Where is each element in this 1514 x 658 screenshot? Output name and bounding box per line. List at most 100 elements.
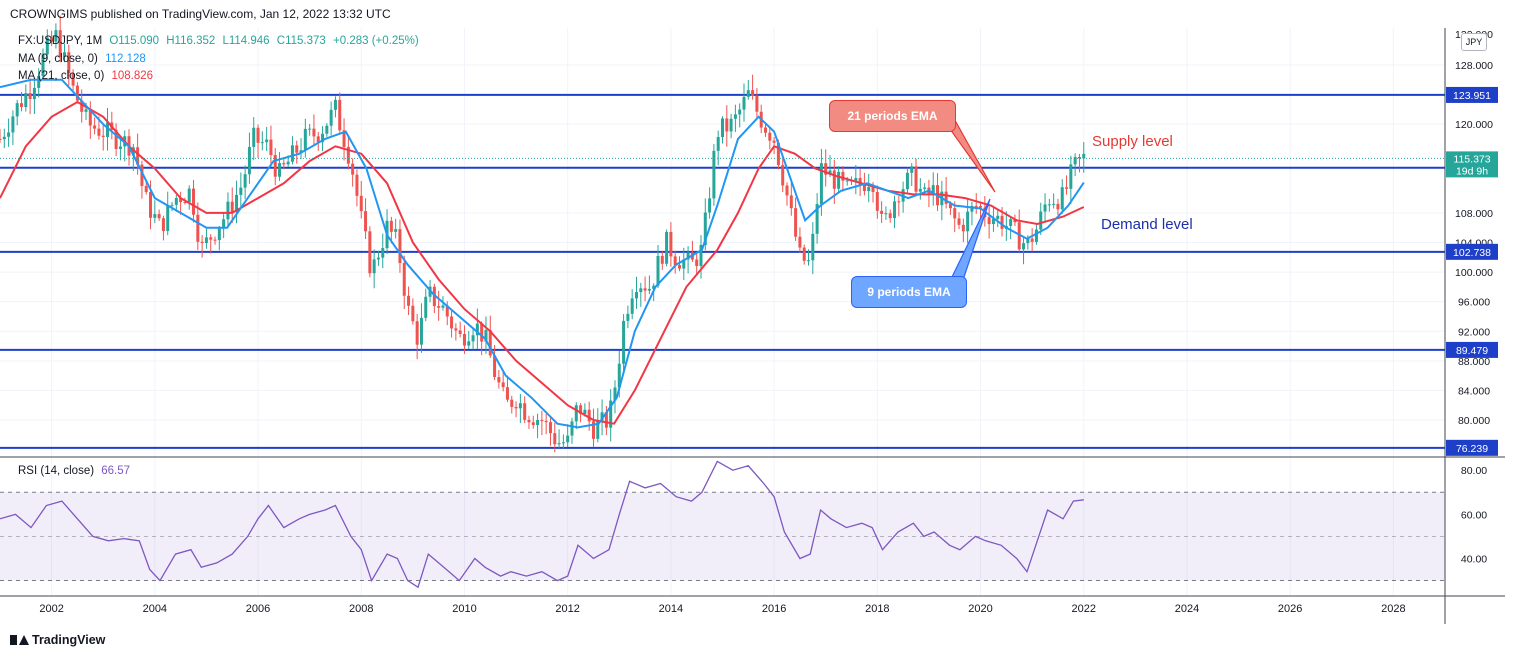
candle-body	[751, 90, 755, 96]
candle-body	[815, 204, 819, 234]
candle-body	[230, 201, 234, 213]
price-axis-ticks: 80.00084.00088.00092.00096.000100.000104…	[1455, 29, 1493, 427]
candle-body	[247, 146, 251, 175]
candle-body	[1026, 238, 1030, 244]
candle-body	[75, 85, 79, 101]
candle-body	[187, 188, 191, 203]
currency-button[interactable]: JPY	[1461, 33, 1487, 51]
candle-body	[93, 125, 97, 129]
rsi-legend-label[interactable]: RSI (14, close)	[18, 465, 95, 477]
candle-body	[118, 146, 122, 149]
price-tick-label: 92.000	[1458, 326, 1490, 338]
candle-body	[140, 164, 144, 186]
candle-body	[325, 125, 329, 134]
candle-body	[579, 405, 583, 415]
tradingview-logo-icon	[10, 635, 29, 645]
candle-body	[1047, 204, 1051, 206]
time-tick-label: 2022	[1072, 603, 1096, 615]
candle-body	[536, 420, 540, 426]
level-tag-value: 123.951	[1453, 90, 1491, 102]
rsi-tick-label: 60.00	[1461, 509, 1487, 521]
candle-body	[966, 211, 970, 232]
candle-body	[273, 155, 277, 177]
candle-body	[699, 245, 703, 267]
candle-body	[37, 76, 41, 88]
candle-body	[342, 130, 346, 147]
candle-body	[15, 103, 19, 117]
candle-body	[415, 321, 419, 345]
candle-body	[97, 128, 101, 136]
candle-body	[807, 260, 811, 262]
candle-body	[144, 185, 148, 193]
candle-body	[372, 259, 376, 274]
candle-body	[716, 137, 720, 151]
candle-body	[1060, 187, 1064, 210]
candle-body	[953, 208, 957, 219]
price-tick-label: 96.000	[1458, 297, 1490, 309]
symbol-label[interactable]: FX:USDJPY, 1M	[18, 35, 103, 47]
time-tick-label: 2024	[1175, 603, 1199, 615]
candle-body	[505, 387, 509, 400]
candle-body	[351, 163, 355, 175]
candle-body	[832, 170, 836, 189]
candle-body	[445, 305, 449, 317]
candle-body	[652, 285, 656, 289]
candle-body	[54, 30, 58, 42]
candle-body	[226, 201, 230, 220]
candle-body	[308, 128, 312, 130]
candle-body	[961, 224, 965, 232]
candle-body	[63, 52, 67, 57]
candle-body	[101, 135, 105, 137]
candle-body	[269, 139, 273, 156]
candle-body	[609, 400, 613, 428]
price-tick-label: 120.000	[1455, 119, 1493, 131]
candle-body	[260, 142, 264, 144]
candle-body	[828, 170, 832, 175]
change-value: +0.283 (+0.25%)	[333, 35, 419, 47]
candle-body	[893, 201, 897, 219]
candle-body	[673, 256, 677, 266]
demand-level-label: Demand level	[1101, 216, 1193, 233]
ma9-legend: MA (9, close, 0) 112.128	[18, 53, 150, 65]
candle-body	[703, 212, 707, 246]
candle-body	[437, 306, 441, 308]
candle-body	[518, 403, 522, 409]
time-axis-ticks: 2002 2004 2006 2008 2010 2012 2014 2016 2018 2020…	[39, 603, 1405, 615]
candle-body	[531, 422, 535, 426]
candle-body	[475, 323, 479, 336]
candle-body	[84, 109, 88, 112]
candle-body	[789, 195, 793, 209]
grid-lines	[0, 28, 1445, 596]
candle-body	[432, 286, 436, 307]
level-tag-box	[1446, 86, 1498, 103]
candle-body	[501, 382, 505, 388]
candle-body	[768, 132, 772, 141]
candle-body	[776, 142, 780, 166]
candle-body	[660, 255, 664, 264]
ohlc-legend: FX:USDJPY, 1M O115.090 H116.352 L114.946…	[18, 35, 423, 47]
candle-body	[1030, 238, 1034, 242]
time-tick-label: 2014	[659, 603, 683, 615]
publish-header: CROWNGIMS published on TradingView.com, …	[10, 7, 391, 21]
rsi-legend: RSI (14, close) 66.57	[18, 465, 134, 477]
candle-body	[333, 99, 337, 110]
candle-body	[544, 420, 548, 423]
candle-body	[1082, 153, 1086, 159]
ma21-legend-label[interactable]: MA (21, close, 0)	[18, 70, 105, 82]
tradingview-brand[interactable]: TradingView	[10, 633, 105, 647]
candle-body	[824, 163, 828, 175]
candle-body	[1039, 211, 1043, 230]
candle-body	[884, 213, 888, 215]
rsi-line	[0, 460, 1084, 589]
candle-body	[613, 387, 617, 401]
level-tag-box	[1446, 243, 1498, 260]
ma9-legend-label[interactable]: MA (9, close, 0)	[18, 53, 98, 65]
candle-body	[368, 231, 372, 274]
candle-body	[45, 37, 49, 55]
candle-body	[923, 187, 927, 189]
time-tick-label: 2018	[865, 603, 889, 615]
candle-body	[161, 218, 165, 232]
open-value: O115.090	[109, 35, 160, 47]
ma21-legend: MA (21, close, 0) 108.826	[18, 70, 157, 82]
candle-body	[1000, 215, 1004, 229]
